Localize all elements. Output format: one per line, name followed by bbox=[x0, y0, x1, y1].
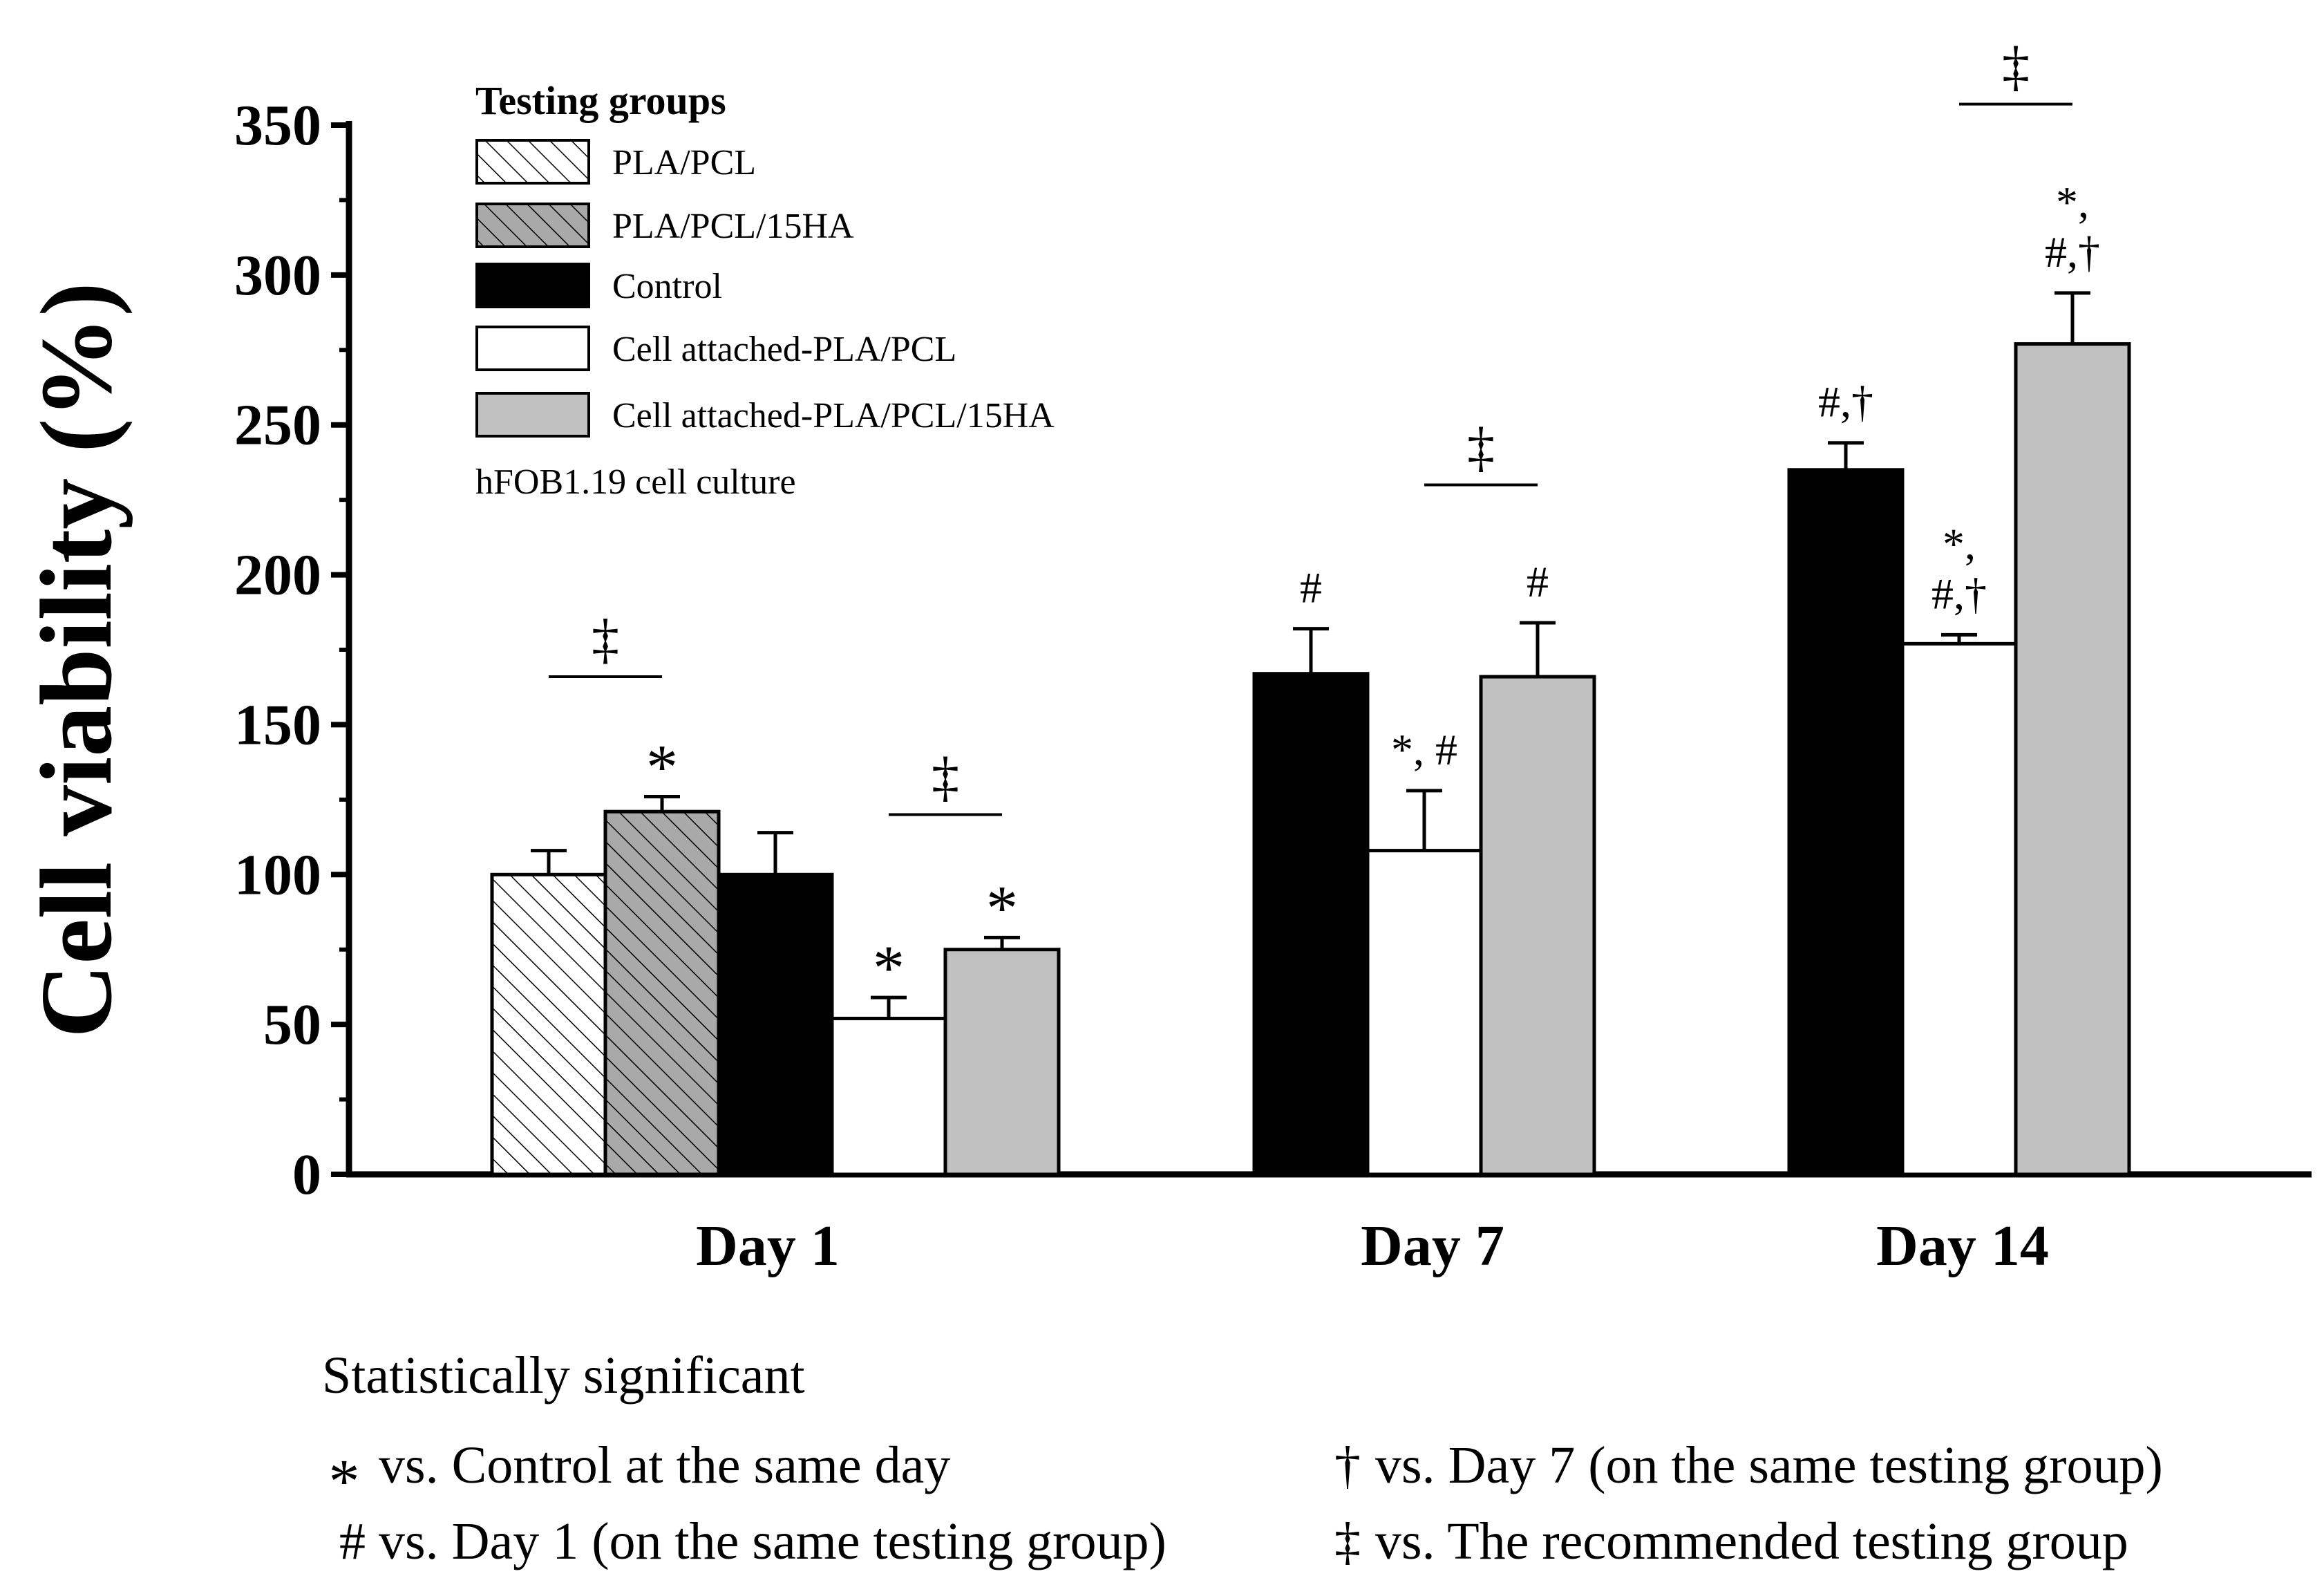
annotations: ***#*, ###,†*,#,†*,#,†‡‡‡‡ bbox=[549, 37, 2100, 1003]
legend-swatch bbox=[475, 392, 590, 438]
legend-item: PLA/PCL bbox=[475, 139, 756, 185]
bar-group bbox=[1366, 789, 1483, 1176]
footnote-symbol: ‡ bbox=[1334, 1512, 1361, 1570]
legend-item: Cell attached-PLA/PCL/15HA bbox=[475, 392, 1055, 438]
y-tick-label: 0 bbox=[292, 1143, 321, 1207]
category-label: Day 7 bbox=[1361, 1214, 1504, 1278]
significance-mark: * bbox=[986, 872, 1018, 943]
footnote-symbol: * bbox=[329, 1447, 360, 1516]
bar bbox=[717, 872, 834, 1176]
bar bbox=[603, 809, 721, 1176]
bar-group bbox=[717, 831, 834, 1176]
bar-group bbox=[1787, 441, 1905, 1176]
comparison-symbol: ‡ bbox=[2002, 37, 2030, 97]
bar-group bbox=[1900, 632, 2018, 1176]
legend: Testing groups PLA/PCL PLA/PCL/15HA Control… bbox=[475, 78, 1055, 502]
significance-mark: *, # bbox=[1391, 725, 1457, 774]
y-tick-label: 50 bbox=[263, 993, 321, 1057]
bar bbox=[490, 872, 607, 1176]
footnote-text: vs. Control at the same day bbox=[379, 1436, 950, 1494]
bar bbox=[1366, 849, 1483, 1176]
y-tick-label: 100 bbox=[234, 843, 321, 907]
significance-mark: #,† bbox=[2045, 227, 2100, 276]
y-tick-label: 150 bbox=[234, 693, 321, 757]
legend-item: Cell attached-PLA/PCL bbox=[475, 326, 956, 371]
bar bbox=[1900, 641, 2018, 1176]
bar-group bbox=[1252, 627, 1370, 1176]
legend-label: PLA/PCL/15HA bbox=[612, 207, 854, 246]
footnote-text: vs. Day 7 (on the same testing group) bbox=[1375, 1436, 2163, 1494]
significance-mark: # bbox=[1527, 557, 1549, 606]
bar-group bbox=[830, 995, 947, 1176]
legend-swatch bbox=[475, 263, 590, 308]
significance-mark: #,† bbox=[1931, 569, 1987, 618]
legend-label: Control bbox=[612, 267, 722, 306]
bars bbox=[490, 291, 2131, 1176]
bar-group bbox=[603, 795, 721, 1176]
bar bbox=[830, 1016, 947, 1176]
bar bbox=[1787, 468, 1905, 1176]
bar-group bbox=[490, 849, 607, 1176]
footnote-group: Statistically significant * vs. Control at… bbox=[322, 1346, 2163, 1570]
y-axis-title: Cell viability (%) bbox=[20, 282, 133, 1038]
legend-label: Cell attached-PLA/PCL/15HA bbox=[612, 396, 1055, 435]
significance-mark: *, bbox=[1943, 519, 1976, 568]
footnote-text: vs. The recommended testing group bbox=[1375, 1512, 2128, 1570]
significance-mark: #,† bbox=[1818, 377, 1873, 426]
comparison-symbol: ‡ bbox=[932, 747, 959, 808]
comparison-symbol: ‡ bbox=[1467, 417, 1495, 478]
y-tick-label: 300 bbox=[234, 243, 321, 308]
bar bbox=[943, 948, 1061, 1176]
axes: 0 50 100 150 200 250 300 350 Day 1 Day 7 Day 14 bbox=[234, 93, 2312, 1278]
legend-label: PLA/PCL bbox=[612, 143, 756, 182]
bar-group bbox=[1479, 621, 1596, 1176]
bar bbox=[1479, 675, 1596, 1176]
y-tick-label: 350 bbox=[234, 93, 321, 158]
significance-mark: * bbox=[646, 732, 678, 802]
bar-group bbox=[943, 935, 1061, 1176]
legend-note: hFOB1.19 cell culture bbox=[475, 462, 796, 502]
legend-swatch bbox=[475, 326, 590, 371]
legend-title: Testing groups bbox=[475, 78, 726, 123]
bar bbox=[2014, 342, 2131, 1176]
significance-mark: *, bbox=[2056, 178, 2089, 227]
category-label: Day 1 bbox=[696, 1214, 840, 1278]
bar bbox=[1252, 672, 1370, 1176]
bar-group bbox=[2014, 291, 2131, 1176]
category-label: Day 14 bbox=[1876, 1214, 2049, 1278]
footnote-text: vs. Day 1 (on the same testing group) bbox=[379, 1512, 1166, 1570]
comparison-symbol: ‡ bbox=[592, 609, 619, 670]
footnote-title: Statistically significant bbox=[322, 1346, 805, 1405]
legend-item: PLA/PCL/15HA bbox=[475, 203, 854, 248]
y-tick-label: 250 bbox=[234, 393, 321, 458]
legend-item: Control bbox=[475, 263, 722, 308]
legend-swatch bbox=[475, 139, 590, 185]
y-tick-label: 200 bbox=[234, 543, 321, 608]
footnote-symbol: # bbox=[339, 1512, 366, 1570]
significance-mark: * bbox=[873, 932, 905, 1003]
footnote-symbol: † bbox=[1334, 1436, 1361, 1494]
significance-mark: # bbox=[1300, 563, 1322, 612]
legend-swatch bbox=[475, 203, 590, 248]
legend-label: Cell attached-PLA/PCL bbox=[612, 330, 956, 369]
